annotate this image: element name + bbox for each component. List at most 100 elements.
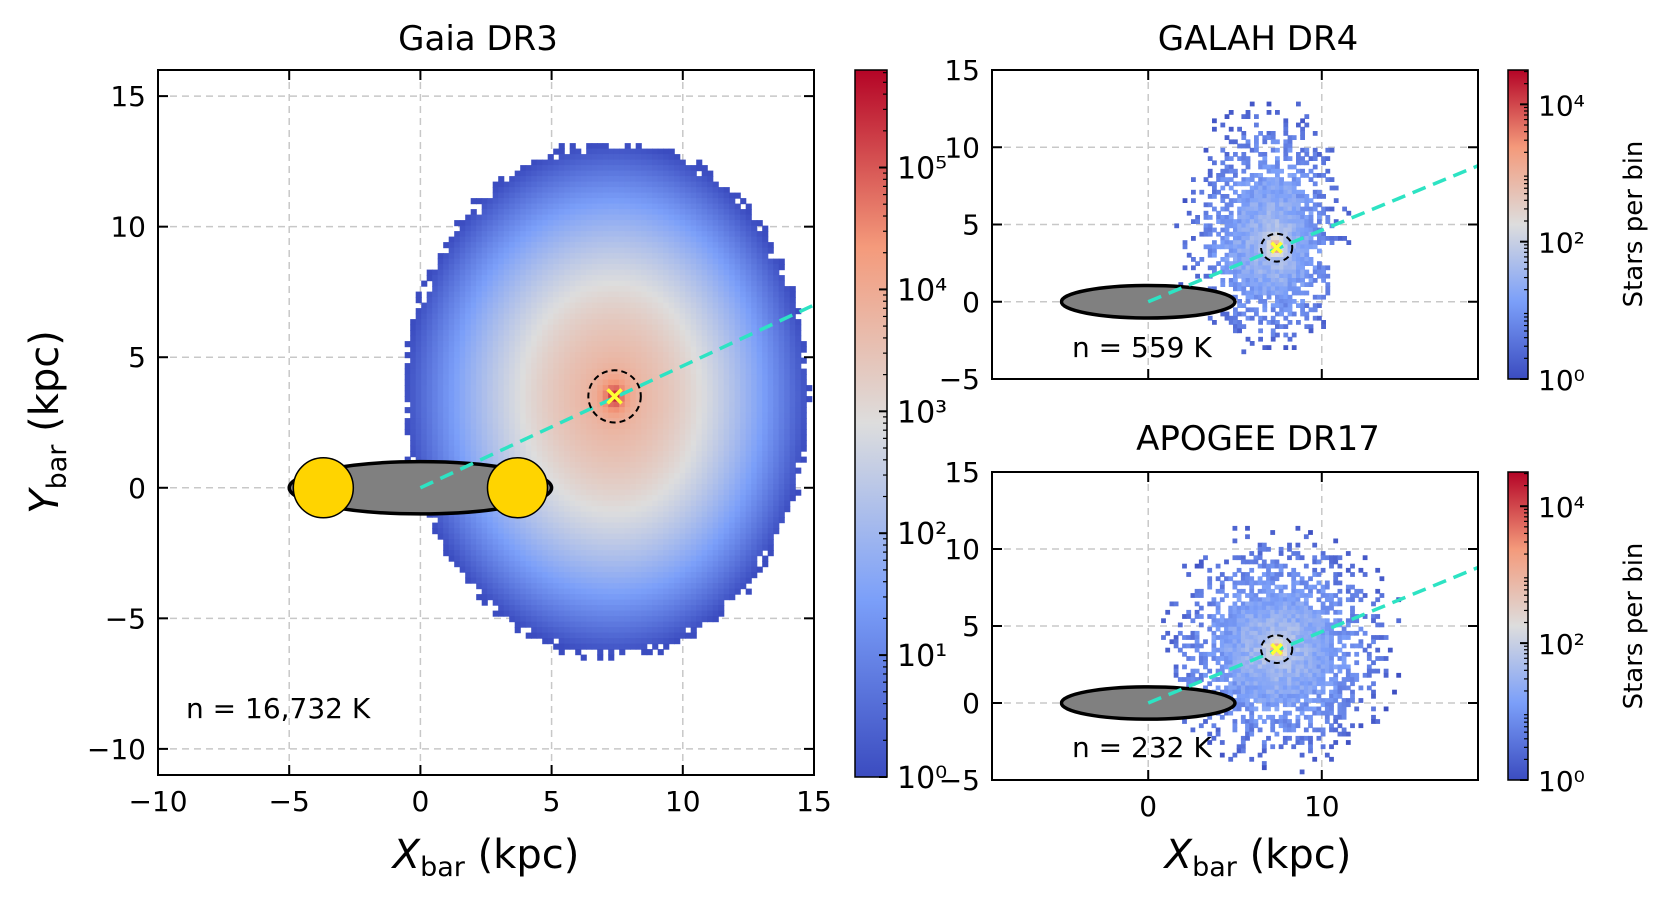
- density-cell: [641, 154, 648, 161]
- density-cell: [498, 412, 505, 419]
- density-cell: [718, 440, 725, 447]
- density-cell: [729, 275, 736, 282]
- density-cell: [674, 561, 681, 568]
- density-cell: [525, 165, 532, 172]
- density-cell: [503, 544, 510, 551]
- density-cell: [635, 286, 642, 293]
- density-cell: [553, 264, 560, 271]
- density-cell: [690, 253, 697, 260]
- density-cell: [553, 341, 560, 348]
- density-cell: [492, 594, 499, 601]
- density-cell: [448, 517, 455, 524]
- density-cell: [646, 302, 653, 309]
- density-cell: [729, 236, 736, 243]
- density-cell: [542, 286, 549, 293]
- density-cell: [679, 297, 686, 304]
- density-cell: [751, 401, 758, 408]
- density-cell: [586, 187, 593, 194]
- density-cell: [729, 324, 736, 331]
- density-cell: [569, 209, 576, 216]
- density-cell: [520, 291, 527, 298]
- density-cell: [619, 357, 626, 364]
- density-cell: [553, 401, 560, 408]
- density-cell: [520, 198, 527, 205]
- density-cell: [657, 489, 664, 496]
- density-cell: [729, 594, 736, 601]
- density-cell: [635, 363, 642, 370]
- density-cell: [448, 379, 455, 386]
- density-cell: [685, 220, 692, 227]
- density-cell: [514, 335, 521, 342]
- density-cell: [690, 489, 697, 496]
- density-cell: [690, 572, 697, 579]
- density-cell: [641, 566, 648, 573]
- density-cell: [707, 291, 714, 298]
- density-cell: [674, 198, 681, 205]
- density-cell: [696, 225, 703, 232]
- density-cell: [514, 390, 521, 397]
- density-cell: [503, 220, 510, 227]
- density-cell: [630, 638, 637, 645]
- density-cell: [492, 577, 499, 584]
- density-cell: [751, 231, 758, 238]
- density-cell: [564, 319, 571, 326]
- density-cell: [476, 418, 483, 425]
- density-cell: [525, 247, 532, 254]
- density-cell: [476, 198, 483, 205]
- density-cell: [635, 143, 642, 150]
- density-cell: [635, 170, 642, 177]
- density-cell: [536, 159, 543, 166]
- density-cell: [657, 220, 664, 227]
- density-cell: [558, 489, 565, 496]
- density-cell: [547, 621, 554, 628]
- density-cell: [635, 473, 642, 480]
- density-cell: [630, 258, 637, 265]
- density-cell: [635, 599, 642, 606]
- density-cell: [514, 555, 521, 562]
- density-cell: [718, 401, 725, 408]
- density-cell: [443, 363, 450, 370]
- density-cell: [553, 440, 560, 447]
- density-cell: [613, 610, 620, 617]
- density-cell: [492, 528, 499, 535]
- density-cell: [597, 440, 604, 447]
- density-cell: [569, 588, 576, 595]
- density-cell: [470, 308, 477, 315]
- density-cell: [657, 236, 664, 243]
- density-cell: [481, 214, 488, 221]
- density-cell: [564, 588, 571, 595]
- density-cell: [707, 231, 714, 238]
- density-cell: [470, 214, 477, 221]
- density-cell: [663, 440, 670, 447]
- density-cell: [745, 209, 752, 216]
- density-cell: [657, 341, 664, 348]
- density-cell: [492, 566, 499, 573]
- density-cell: [641, 407, 648, 414]
- density-cell: [641, 610, 648, 617]
- density-cell: [674, 588, 681, 595]
- density-cell: [685, 440, 692, 447]
- density-cell: [718, 467, 725, 474]
- density-cell: [509, 434, 516, 441]
- density-cell: [652, 473, 659, 480]
- density-cell: [547, 390, 554, 397]
- density-cell: [624, 374, 631, 381]
- density-cell: [514, 170, 521, 177]
- density-cell: [624, 346, 631, 353]
- density-cell: [575, 649, 582, 656]
- density-cell: [525, 555, 532, 562]
- density-cell: [723, 269, 730, 276]
- density-cell: [718, 291, 725, 298]
- density-cell: [663, 511, 670, 518]
- density-cell: [580, 473, 587, 480]
- density-cell: [591, 302, 598, 309]
- density-cell: [729, 539, 736, 546]
- density-cell: [421, 302, 428, 309]
- density-cell: [690, 528, 697, 535]
- density-cell: [426, 346, 433, 353]
- density-cell: [701, 429, 708, 436]
- density-cell: [591, 187, 598, 194]
- density-cell: [641, 522, 648, 529]
- density-cell: [707, 187, 714, 194]
- density-cell: [498, 385, 505, 392]
